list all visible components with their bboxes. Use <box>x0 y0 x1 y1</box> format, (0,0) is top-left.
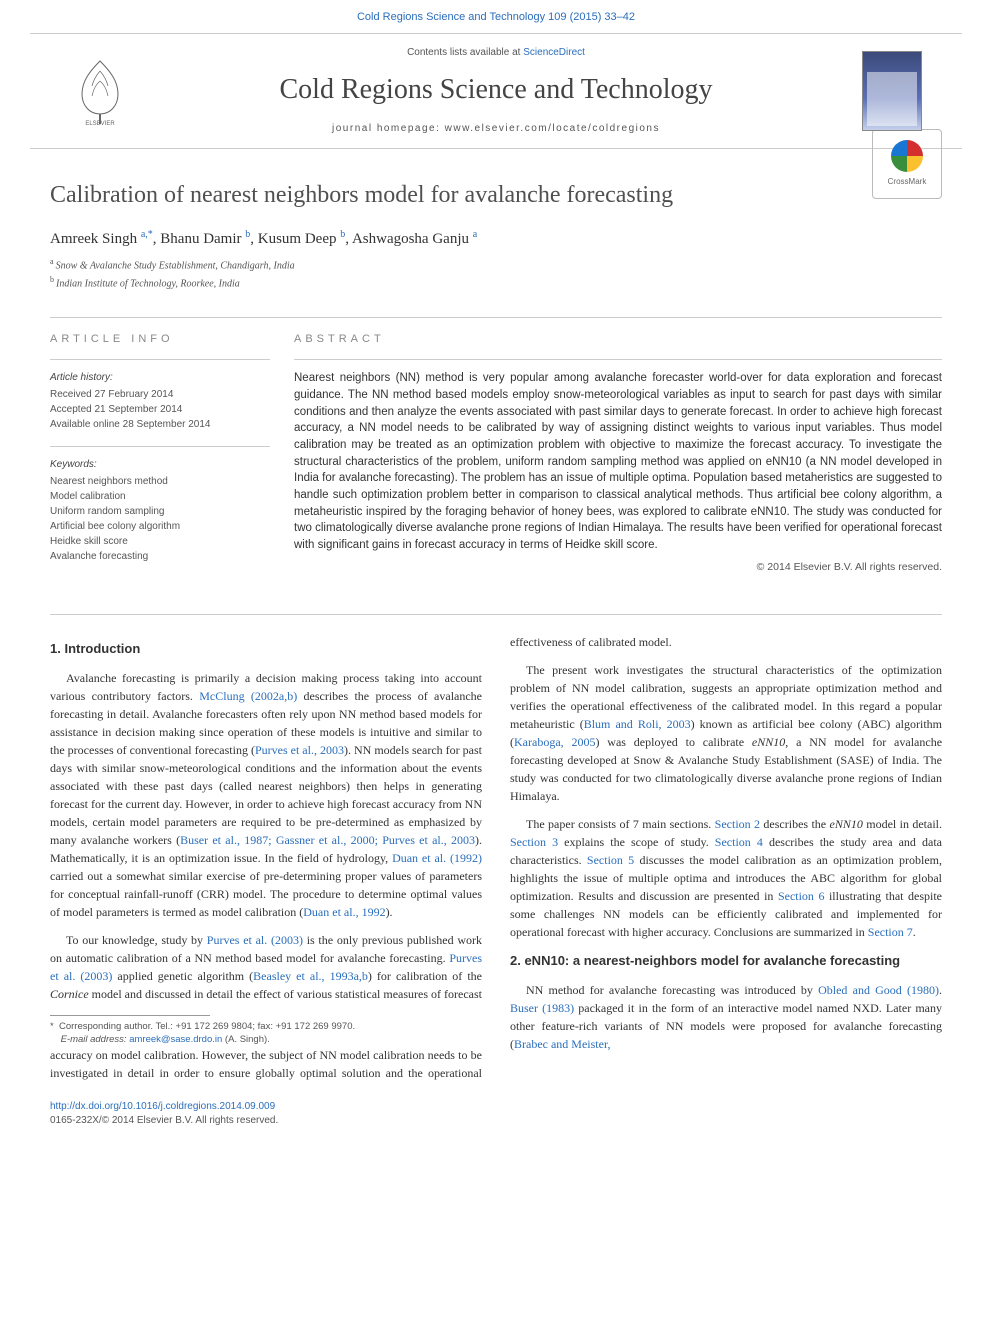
article-history: Article history: Received 27 February 20… <box>50 370 270 432</box>
journal-name: Cold Regions Science and Technology <box>140 70 852 109</box>
sciencedirect-link[interactable]: ScienceDirect <box>523 47 585 58</box>
body-text: 1. Introduction Avalanche forecasting is… <box>0 615 992 1092</box>
elsevier-tree-icon: ELSEVIER <box>70 56 130 126</box>
article-info-heading: article info <box>50 332 270 347</box>
svg-text:ELSEVIER: ELSEVIER <box>85 121 115 126</box>
para-2-1: NN method for avalanche forecasting was … <box>510 981 942 1053</box>
corresponding-footnote: * Corresponding author. Tel.: +91 172 26… <box>50 1020 482 1047</box>
masthead: ELSEVIER Contents lists available at Sci… <box>30 33 962 148</box>
section-1-heading: 1. Introduction <box>50 639 482 659</box>
footnote-rule <box>50 1015 210 1016</box>
abstract-copyright: © 2014 Elsevier B.V. All rights reserved… <box>294 560 942 575</box>
affiliation-a: aSnow & Avalanche Study Establishment, C… <box>50 256 942 273</box>
contents-line: Contents lists available at ScienceDirec… <box>140 46 852 60</box>
affiliation-b: bIndian Institute of Technology, Roorkee… <box>50 274 942 291</box>
article-info-column: article info Article history: Received 2… <box>50 332 270 578</box>
para-1-1: Avalanche forecasting is primarily a dec… <box>50 669 482 921</box>
article-title: Calibration of nearest neighbors model f… <box>50 179 942 213</box>
contents-prefix: Contents lists available at <box>407 47 523 58</box>
affiliations: aSnow & Avalanche Study Establishment, C… <box>50 256 942 291</box>
journal-homepage[interactable]: journal homepage: www.elsevier.com/locat… <box>140 122 852 136</box>
para-1-2: To our knowledge, study by Purves et al.… <box>50 931 482 1003</box>
para-1-4: The present work investigates the struct… <box>510 661 942 805</box>
authors-line: Amreek Singh a,*, Bhanu Damir b, Kusum D… <box>50 228 942 250</box>
publisher-logo: ELSEVIER <box>60 56 140 126</box>
journal-cover <box>852 51 932 131</box>
para-1-5: The paper consists of 7 main sections. S… <box>510 815 942 941</box>
issn-copyright: 0165-232X/© 2014 Elsevier B.V. All right… <box>50 1115 278 1126</box>
abstract-column: abstract Nearest neighbors (NN) method i… <box>294 332 942 578</box>
corresponding-email-link[interactable]: amreek@sase.drdo.in <box>129 1034 222 1045</box>
crossmark-badge[interactable]: CrossMark <box>872 129 942 199</box>
abstract-heading: abstract <box>294 332 942 347</box>
section-2-heading: 2. eNN10: a nearest-neighbors model for … <box>510 951 942 971</box>
page-footer: http://dx.doi.org/10.1016/j.coldregions.… <box>0 1092 992 1148</box>
journal-cover-icon <box>862 51 922 131</box>
crossmark-icon <box>891 140 923 172</box>
keywords-block: Keywords: Nearest neighbors method Model… <box>50 457 270 564</box>
crossmark-label: CrossMark <box>888 176 927 187</box>
abstract-text: Nearest neighbors (NN) method is very po… <box>294 370 942 553</box>
top-citation[interactable]: Cold Regions Science and Technology 109 … <box>0 0 992 33</box>
doi-link[interactable]: http://dx.doi.org/10.1016/j.coldregions.… <box>50 1101 275 1112</box>
